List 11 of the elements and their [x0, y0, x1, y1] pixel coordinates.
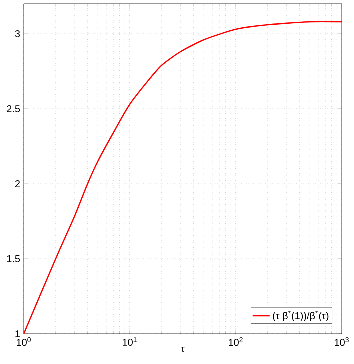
y-tick-label: 1.5 — [7, 256, 20, 262]
x-tick-label: 10$^{3}$ — [335, 338, 349, 346]
x-tick-label: 10$^{1}$ — [123, 338, 137, 346]
y-tick-label: 2 — [15, 180, 20, 188]
y-tick-label: 1 — [16, 330, 20, 338]
legend-label: (τ β$^{*}$(1))/β$^{*}$(τ) — [273, 311, 329, 322]
y-tick-label: 3 — [15, 30, 20, 38]
y-tick-label: 2.5 — [7, 105, 20, 113]
x-tick-label: 10$^{2}$ — [229, 338, 243, 346]
x-axis-title: τ — [181, 346, 185, 352]
x-tick-label: 10$^{0}$ — [17, 338, 31, 346]
